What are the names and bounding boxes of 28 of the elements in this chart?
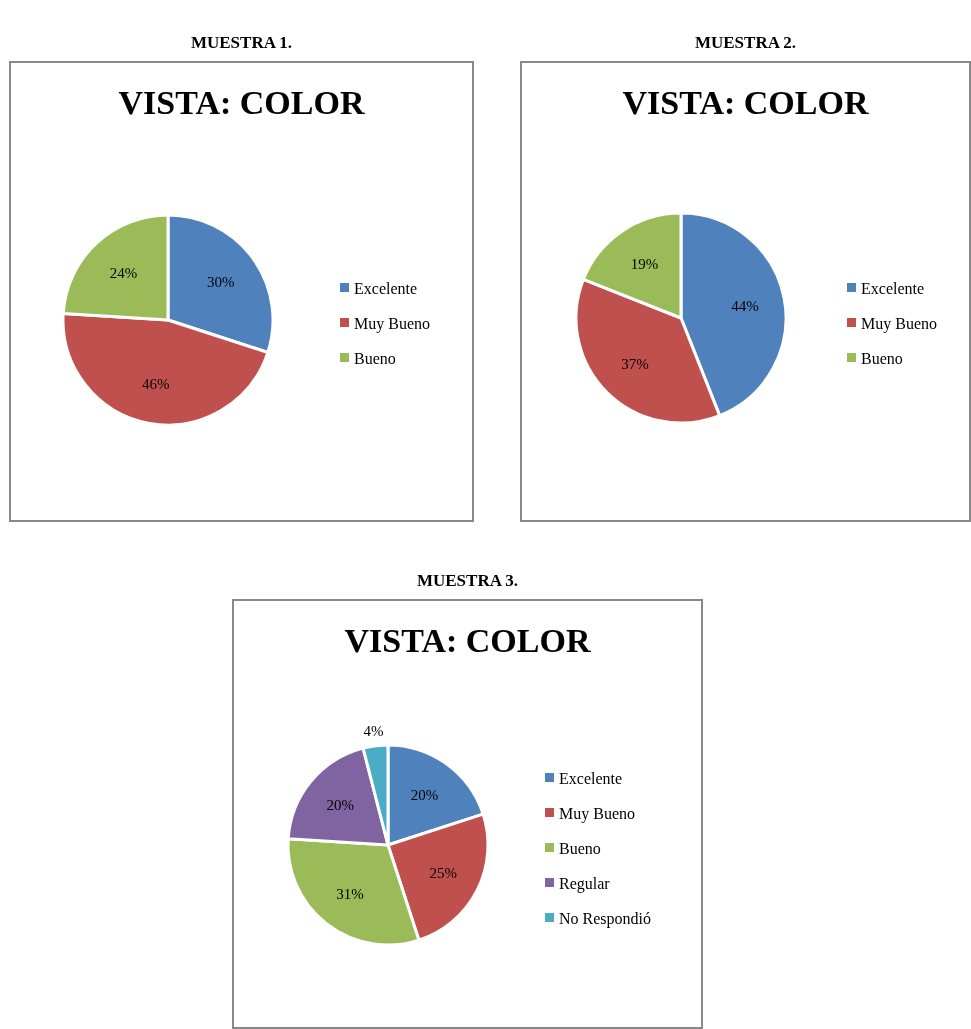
data-label: 20% <box>410 786 439 803</box>
chart-title: MUESTRA 2. <box>694 33 797 52</box>
legend-label: Muy Bueno <box>559 804 635 823</box>
data-label: 30% <box>206 273 235 290</box>
data-label: 24% <box>109 264 138 281</box>
legend-label: Regular <box>559 874 611 893</box>
data-label: 44% <box>731 297 759 314</box>
data-label: 4% <box>363 722 384 739</box>
legend-label: Excelente <box>861 279 925 297</box>
data-label: 31% <box>336 885 364 902</box>
chart-subtitle: VISTA: COLOR <box>118 84 365 121</box>
legend-label: Excelente <box>354 279 418 297</box>
legend-label: Bueno <box>861 349 903 367</box>
data-label: 25% <box>429 865 457 882</box>
data-label: 46% <box>142 375 170 392</box>
data-label: 37% <box>621 356 649 373</box>
data-label: 20% <box>326 797 354 814</box>
legend-label: Muy Bueno <box>861 314 937 333</box>
chart-title: MUESTRA 1. <box>190 33 293 52</box>
legend-label: Muy Bueno <box>354 314 430 333</box>
chart-subtitle: VISTA: COLOR <box>622 84 869 121</box>
legend-label: Excelente <box>559 769 623 787</box>
legend-label: Bueno <box>354 349 396 367</box>
legend-label: No Respondió <box>559 909 651 928</box>
chart-title: MUESTRA 3. <box>416 571 519 590</box>
chart-subtitle: VISTA: COLOR <box>344 622 591 659</box>
legend-label: Bueno <box>559 839 601 857</box>
data-label: 19% <box>630 256 659 273</box>
